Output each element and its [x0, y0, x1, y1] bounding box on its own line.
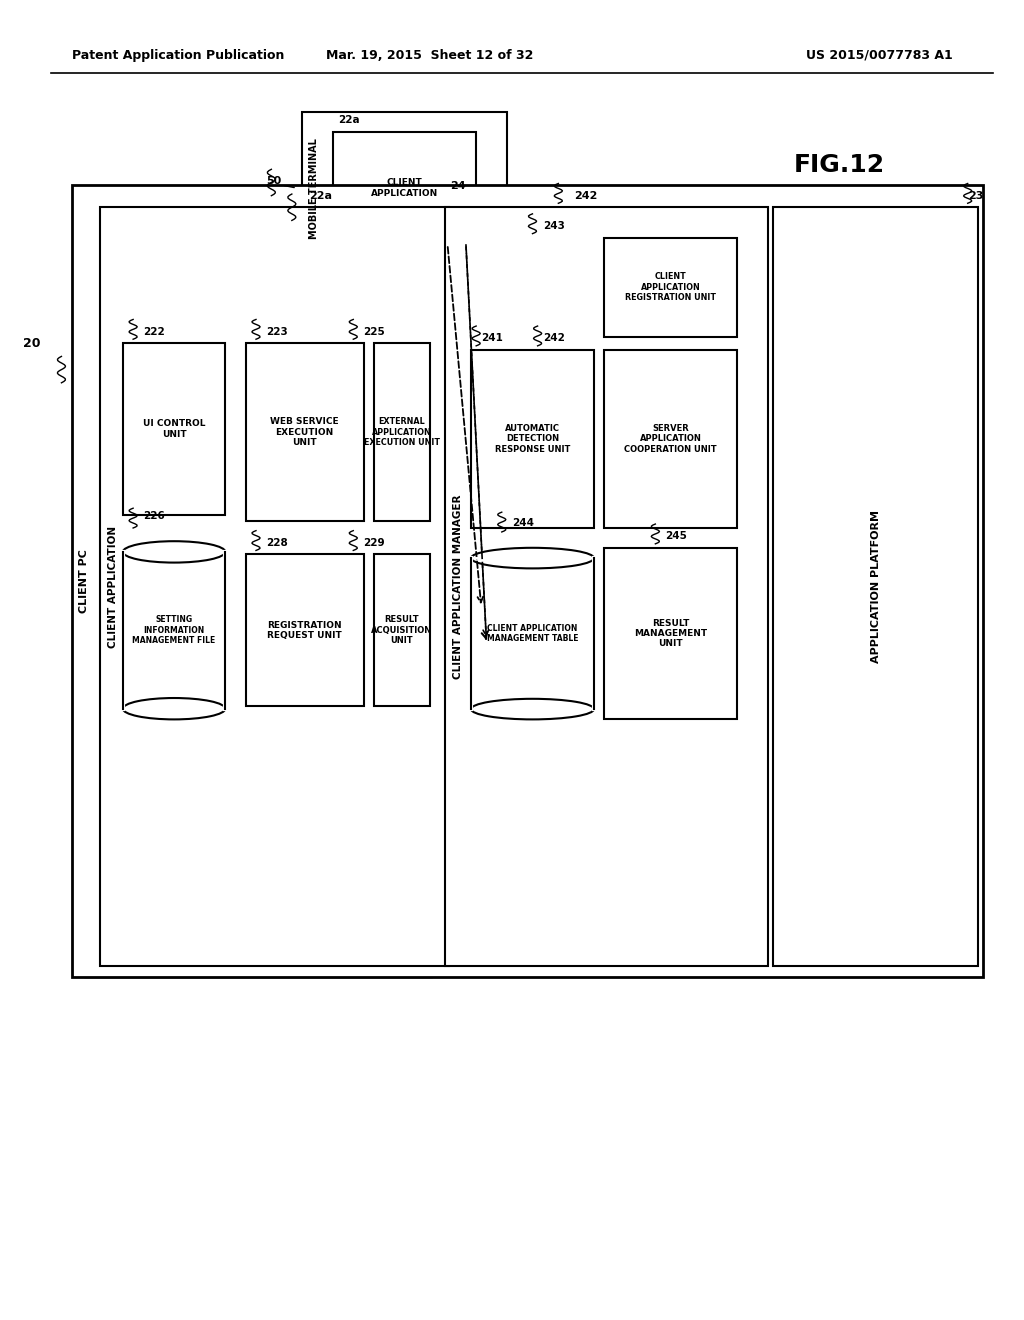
Text: 242: 242	[543, 333, 564, 343]
Text: 241: 241	[481, 333, 503, 343]
FancyBboxPatch shape	[92, 213, 440, 972]
Text: Mar. 19, 2015  Sheet 12 of 32: Mar. 19, 2015 Sheet 12 of 32	[327, 49, 534, 62]
FancyBboxPatch shape	[246, 343, 364, 521]
Text: 22a: 22a	[309, 190, 332, 201]
Text: 223: 223	[266, 326, 288, 337]
FancyBboxPatch shape	[333, 132, 476, 244]
Bar	[471, 558, 594, 709]
Text: AUTOMATIC
DETECTION
RESPONSE UNIT: AUTOMATIC DETECTION RESPONSE UNIT	[495, 424, 570, 454]
Text: FIG.12: FIG.12	[795, 153, 885, 177]
Text: RESULT
ACQUISITION
UNIT: RESULT ACQUISITION UNIT	[372, 615, 432, 645]
Text: CLIENT
APPLICATION: CLIENT APPLICATION	[371, 178, 438, 198]
Text: 225: 225	[364, 326, 385, 337]
FancyBboxPatch shape	[84, 218, 432, 977]
FancyBboxPatch shape	[302, 112, 507, 264]
Text: SERVER
APPLICATION
COOPERATION UNIT: SERVER APPLICATION COOPERATION UNIT	[625, 424, 717, 454]
FancyBboxPatch shape	[123, 343, 225, 515]
Text: 245: 245	[666, 531, 687, 541]
Text: 229: 229	[364, 537, 385, 548]
FancyBboxPatch shape	[100, 207, 449, 966]
Text: 228: 228	[266, 537, 288, 548]
Text: APPLICATION PLATFORM: APPLICATION PLATFORM	[870, 511, 881, 663]
Text: CLIENT APPLICATION: CLIENT APPLICATION	[108, 525, 118, 648]
FancyBboxPatch shape	[374, 343, 430, 521]
FancyBboxPatch shape	[604, 548, 737, 719]
FancyBboxPatch shape	[374, 554, 430, 706]
Text: REGISTRATION
REQUEST UNIT: REGISTRATION REQUEST UNIT	[267, 620, 342, 640]
Text: 50: 50	[266, 176, 282, 186]
Ellipse shape	[471, 548, 594, 569]
Text: EXTERNAL
APPLICATION
EXECUTION UNIT: EXTERNAL APPLICATION EXECUTION UNIT	[364, 417, 440, 447]
Ellipse shape	[123, 541, 225, 562]
Text: WEB SERVICE
EXECUTION
UNIT: WEB SERVICE EXECUTION UNIT	[270, 417, 339, 447]
Text: 243: 243	[543, 220, 564, 231]
Text: RESULT
MANAGEMENT
UNIT: RESULT MANAGEMENT UNIT	[634, 619, 708, 648]
Text: 222: 222	[143, 326, 165, 337]
Text: 24: 24	[451, 181, 466, 191]
Text: CLIENT PC: CLIENT PC	[79, 549, 89, 612]
Text: 242: 242	[574, 190, 598, 201]
Text: UI CONTROL
UNIT: UI CONTROL UNIT	[142, 420, 206, 438]
Bar	[123, 552, 225, 709]
Text: 244: 244	[512, 517, 534, 528]
FancyBboxPatch shape	[471, 350, 594, 528]
Text: Patent Application Publication: Patent Application Publication	[72, 49, 284, 62]
FancyBboxPatch shape	[604, 350, 737, 528]
Ellipse shape	[123, 698, 225, 719]
Text: 22a: 22a	[338, 115, 359, 125]
Text: 226: 226	[143, 511, 165, 521]
FancyBboxPatch shape	[445, 207, 768, 966]
Text: CLIENT
APPLICATION
REGISTRATION UNIT: CLIENT APPLICATION REGISTRATION UNIT	[626, 272, 716, 302]
FancyBboxPatch shape	[604, 238, 737, 337]
Text: 23: 23	[968, 190, 983, 201]
FancyBboxPatch shape	[72, 185, 983, 977]
Text: US 2015/0077783 A1: US 2015/0077783 A1	[806, 49, 952, 62]
Text: 20: 20	[24, 337, 41, 350]
FancyBboxPatch shape	[246, 554, 364, 706]
Text: CLIENT APPLICATION
MANAGEMENT TABLE: CLIENT APPLICATION MANAGEMENT TABLE	[486, 624, 579, 643]
Text: SETTING
INFORMATION
MANAGEMENT FILE: SETTING INFORMATION MANAGEMENT FILE	[132, 615, 216, 645]
Text: MOBILE TERMINAL: MOBILE TERMINAL	[309, 137, 319, 239]
Text: CLIENT APPLICATION MANAGER: CLIENT APPLICATION MANAGER	[453, 495, 463, 678]
Ellipse shape	[471, 698, 594, 719]
FancyBboxPatch shape	[773, 207, 978, 966]
